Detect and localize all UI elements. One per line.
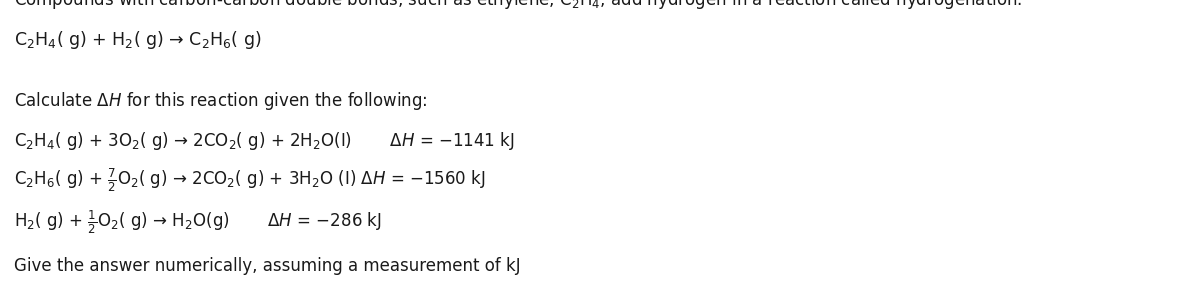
Text: $\mathregular{C_2H_4}$( g) + $\mathregular{H_2}$( g) → $\mathregular{C_2H_6}$( g: $\mathregular{C_2H_4}$( g) + $\mathregul… — [14, 29, 262, 51]
Text: $\mathregular{C_2H_4}$( g) + 3$\mathregular{O_2}$( g) → 2$\mathregular{CO_2}$( g: $\mathregular{C_2H_4}$( g) + 3$\mathregu… — [14, 130, 515, 152]
Text: Compounds with carbon-carbon double bonds, such as ethylene, $\mathregular{C_2H_: Compounds with carbon-carbon double bond… — [14, 0, 1022, 11]
Text: Calculate $\Delta H$ for this reaction given the following:: Calculate $\Delta H$ for this reaction g… — [14, 90, 428, 112]
Text: $\mathregular{C_2H_6}$( g) + $\frac{7}{2}$$\mathregular{O_2}$( g) → 2$\mathregul: $\mathregular{C_2H_6}$( g) + $\frac{7}{2… — [14, 166, 486, 194]
Text: Give the answer numerically, assuming a measurement of kJ: Give the answer numerically, assuming a … — [14, 257, 521, 275]
Text: $\mathregular{H_2}$( g) + $\frac{1}{2}$$\mathregular{O_2}$( g) → $\mathregular{H: $\mathregular{H_2}$( g) + $\frac{1}{2}$$… — [14, 209, 382, 236]
